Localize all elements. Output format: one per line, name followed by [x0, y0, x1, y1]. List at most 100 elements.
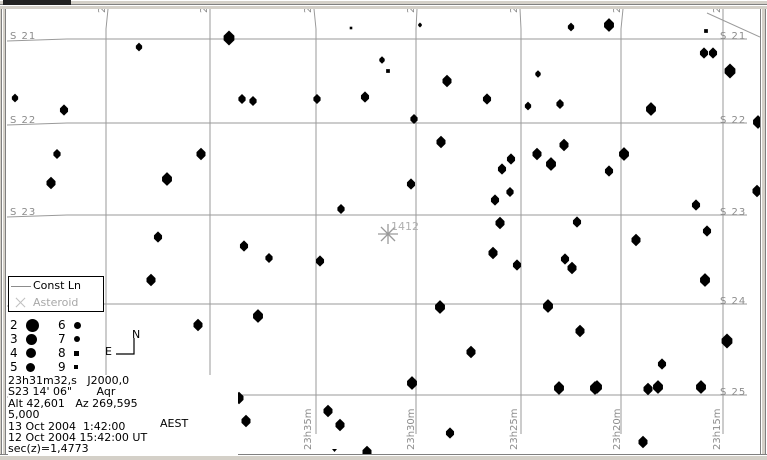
star-marker [572, 216, 582, 228]
star-marker [360, 91, 370, 103]
star-marker [543, 299, 553, 313]
sky-plot: 1412 23h45m 23h40m 23h35m 23h30m 23h25m 23h20… [7, 9, 760, 454]
ra-label-top: 23h20m [612, 9, 623, 13]
star-marker [567, 22, 575, 32]
star-marker [604, 165, 614, 177]
star-marker [657, 358, 667, 370]
star-marker [546, 157, 556, 171]
star-field [11, 18, 760, 454]
star-marker [559, 138, 569, 152]
star-marker [253, 309, 263, 323]
ra-label-bottom: 23h15m [712, 408, 723, 450]
star-marker [162, 172, 172, 186]
window-right-border [759, 9, 767, 460]
star-marker [724, 63, 736, 79]
star-marker [193, 318, 203, 332]
star-marker [223, 30, 235, 46]
star-marker [643, 382, 653, 396]
star-marker [445, 427, 455, 439]
dec-label-left: S 22 [10, 115, 36, 126]
star-marker [406, 178, 416, 190]
dec-label-right: S 25 [720, 387, 746, 398]
magnitude-key-row: 9 [58, 360, 104, 374]
asteroid-marker-group[interactable]: 1412 [378, 220, 419, 244]
star-marker [46, 176, 56, 190]
compass-north-label: N [132, 328, 141, 341]
legend-box[interactable]: Const Ln Asteroid [8, 276, 104, 312]
asteroid-x-icon [11, 296, 33, 310]
star-marker [241, 414, 251, 428]
info-line: 23h31m32,s J2000,0 [8, 374, 130, 387]
info-line: 5,000 [8, 408, 40, 422]
dec-gridline [7, 214, 747, 218]
star-marker [512, 259, 522, 271]
ra-gridline [313, 9, 317, 434]
title-bar-block [3, 0, 71, 5]
ra-gridline [519, 9, 522, 434]
info-line: Alt 42,601 Az 269,595 [8, 396, 138, 410]
window-title-bar [0, 0, 767, 9]
magnitude-dot-icon [74, 321, 81, 329]
magnitude-dot-wrap [23, 333, 54, 345]
legend-item-asteroid[interactable]: Asteroid [9, 294, 103, 311]
star-marker [708, 47, 718, 59]
magnitude-key-row: 4 [10, 346, 56, 360]
const-line-icon [11, 279, 33, 293]
window-left-border [0, 9, 8, 460]
star-marker [752, 184, 760, 198]
dec-gridline [7, 122, 747, 126]
legend-item-const-line[interactable]: Const Ln [9, 277, 103, 294]
star-marker [135, 42, 143, 52]
star-marker [337, 204, 345, 214]
star-marker [495, 216, 505, 230]
star-marker [349, 26, 353, 30]
star-marker [535, 70, 541, 78]
star-marker [646, 102, 656, 116]
ra-label-bottom: 23h25m [509, 408, 520, 450]
compass-rose: N E [104, 328, 152, 372]
magnitude-key-row: 5 [10, 360, 56, 374]
star-marker [554, 381, 564, 395]
star-marker [53, 149, 61, 159]
info-line: 12 Oct 2004 15:42:00 UT [8, 430, 148, 444]
star-marker [524, 101, 532, 111]
ra-label-top: 23h30m [406, 9, 417, 13]
info-line: S23 14' 06" Aqr [8, 385, 116, 399]
magnitude-dot-wrap [71, 336, 102, 342]
scroll-nub-icon[interactable] [330, 447, 339, 453]
star-marker [604, 18, 614, 32]
star-marker [506, 153, 516, 165]
legend-item-label: Const Ln [33, 278, 82, 292]
ra-label-top: 23h45m [97, 9, 108, 13]
dec-label-right: S 21 [720, 31, 746, 42]
star-marker [435, 300, 445, 314]
magnitude-key-row: 8 [58, 346, 104, 360]
star-marker [532, 147, 542, 161]
star-marker [442, 74, 452, 88]
magnitude-value: 3 [10, 331, 18, 346]
magnitude-value: 5 [10, 359, 18, 374]
star-marker [592, 380, 602, 394]
magnitude-value: 8 [58, 345, 66, 360]
magnitude-dot-icon [74, 350, 79, 356]
star-marker [482, 93, 492, 105]
magnitude-value: 7 [58, 331, 66, 346]
star-marker [335, 418, 345, 432]
timezone-label: AEST [160, 417, 189, 430]
ra-gridline [105, 9, 109, 434]
star-marker [379, 56, 385, 64]
star-marker [702, 225, 712, 237]
ra-label-bottom: 23h30m [406, 408, 417, 450]
star-marker [313, 94, 321, 104]
star-marker [497, 163, 507, 175]
star-marker [11, 93, 19, 103]
magnitude-value: 9 [58, 359, 66, 374]
star-marker [407, 376, 417, 390]
ra-label-top: 23h15m [712, 9, 723, 13]
star-marker [362, 445, 372, 454]
compass-icon [116, 338, 135, 355]
star-marker [696, 380, 706, 394]
star-marker [704, 29, 708, 33]
